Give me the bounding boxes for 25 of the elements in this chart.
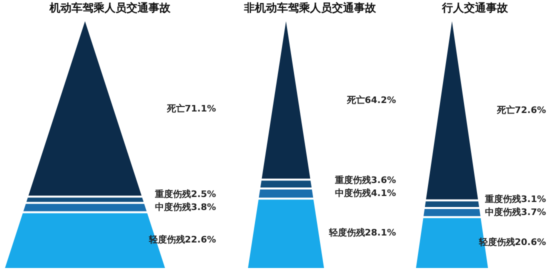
category-label: 中度伤残 <box>335 188 372 199</box>
data-label: 3.6% <box>371 176 396 186</box>
data-label: 72.6% <box>514 106 546 116</box>
category-label: 死亡 <box>496 105 515 116</box>
category-label: 轻度伤残 <box>328 228 365 239</box>
data-label: 2.5% <box>191 190 216 200</box>
data-label: 4.1% <box>371 188 396 199</box>
category-label: 死亡 <box>166 103 185 114</box>
category-label: 中度伤残 <box>155 202 192 213</box>
category-label: 中度伤残 <box>485 206 522 218</box>
text: 机动车驾乘人员交通事故 <box>48 1 172 14</box>
data-label: 20.6% <box>514 238 546 248</box>
category-label: 重度伤残 <box>334 174 372 186</box>
category-label: 死亡 <box>346 94 365 106</box>
data-label: 28.1% <box>364 228 396 239</box>
category-label: 重度伤残 <box>154 188 192 200</box>
data-label: 71.1% <box>184 104 216 114</box>
category-label: 重度伤残 <box>484 194 522 205</box>
text: 行人交通事故 <box>441 1 509 14</box>
data-label: 22.6% <box>184 235 216 246</box>
text: 非机动车驾乘人员交通事故 <box>243 1 377 14</box>
data-label: 64.2% <box>364 96 396 106</box>
data-label: 3.8% <box>191 202 216 213</box>
data-label: 3.7% <box>521 208 546 218</box>
data-label: 3.1% <box>521 194 546 205</box>
